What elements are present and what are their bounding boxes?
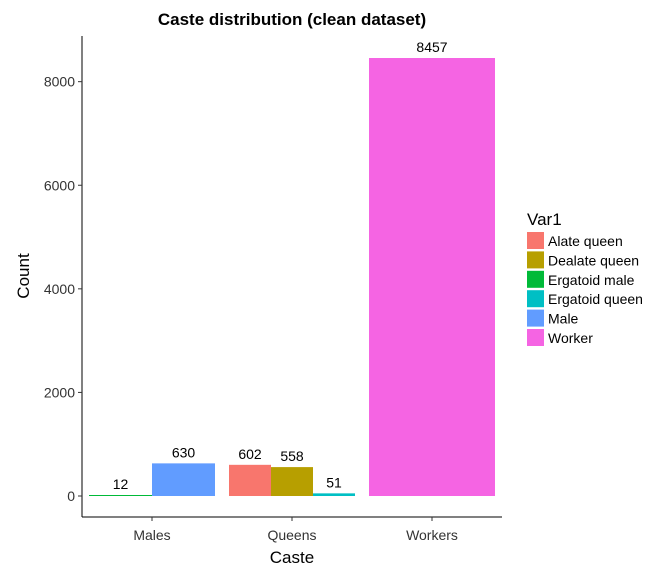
legend-key	[527, 290, 544, 308]
legend-key	[527, 329, 544, 346]
legend-label: Alate queen	[548, 233, 623, 249]
legend-label: Male	[548, 311, 579, 327]
y-tick-label: 4000	[44, 281, 75, 297]
legend-key	[527, 309, 544, 327]
data-label: 630	[172, 444, 196, 460]
y-tick-label: 6000	[44, 177, 75, 193]
bar-dealate-queen	[271, 467, 313, 496]
legend-label: Ergatoid queen	[548, 291, 643, 307]
plot-area: 12 630 602 558 51 8457	[89, 39, 495, 496]
x-tick-label: Workers	[406, 527, 458, 543]
legend-key	[527, 270, 544, 288]
data-label: 558	[280, 448, 304, 464]
x-tick-label: Queens	[267, 527, 316, 543]
x-tick-label: Males	[133, 527, 170, 543]
y-axis-ticks: 0 2000 4000 6000 8000	[44, 74, 82, 504]
y-tick-label: 0	[67, 488, 75, 504]
x-axis-title: Caste	[270, 548, 314, 567]
bar-male	[152, 463, 215, 496]
data-label: 8457	[416, 39, 447, 55]
bar-ergatoid-queen	[313, 493, 355, 496]
x-axis-ticks: Males Queens Workers	[133, 517, 458, 543]
legend: Var1 Alate queen Dealate queen Ergatoid ma…	[527, 210, 643, 346]
data-label: 51	[326, 474, 342, 490]
legend-label: Worker	[548, 330, 593, 346]
bar-alate-queen	[229, 464, 271, 496]
legend-key	[527, 232, 544, 249]
data-label: 12	[113, 476, 129, 492]
bar-worker	[369, 58, 495, 496]
legend-label: Dealate queen	[548, 252, 639, 268]
y-axis-title: Count	[14, 253, 33, 299]
data-label: 602	[238, 446, 262, 462]
y-tick-label: 8000	[44, 74, 75, 90]
legend-title: Var1	[527, 210, 562, 229]
legend-key	[527, 251, 544, 269]
bar-ergatoid-male	[89, 495, 152, 496]
y-tick-label: 2000	[44, 384, 75, 400]
chart-title: Caste distribution (clean dataset)	[158, 10, 426, 29]
legend-label: Ergatoid male	[548, 272, 635, 288]
